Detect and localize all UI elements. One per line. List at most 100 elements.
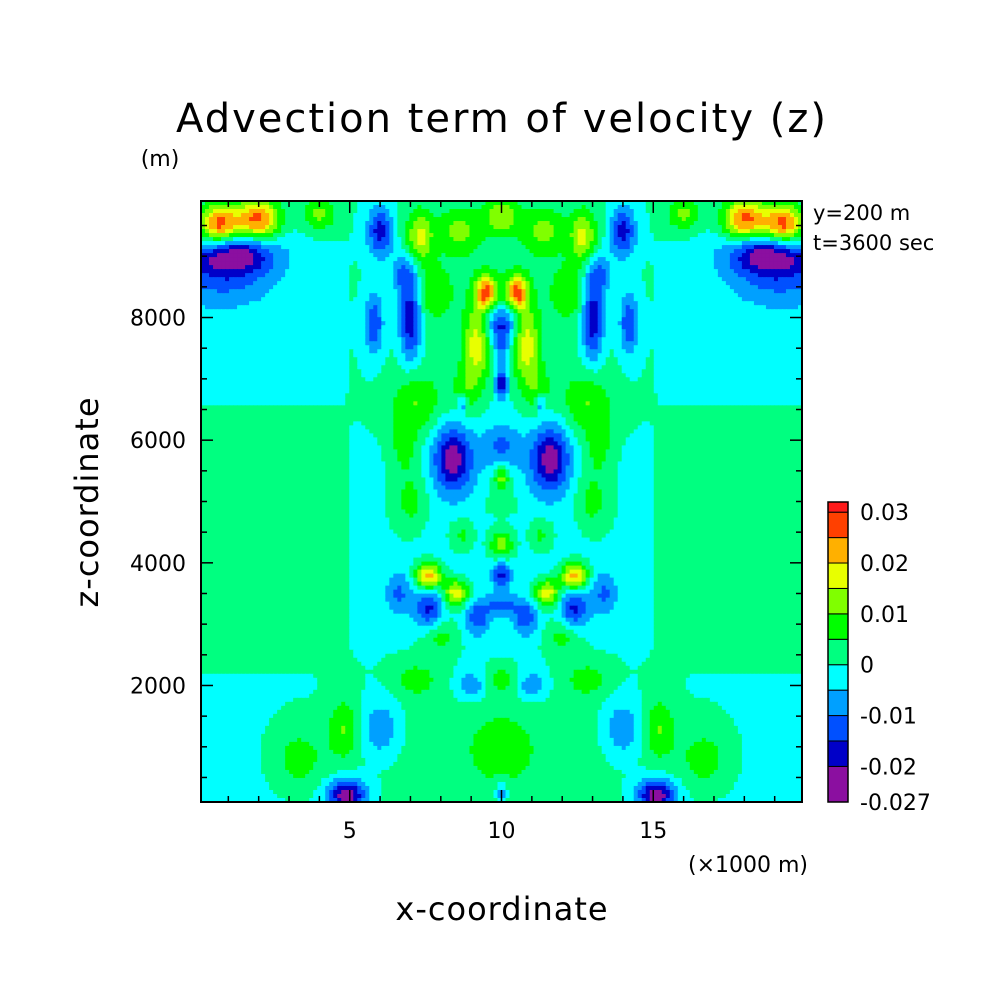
heatmap-cell — [229, 209, 234, 214]
heatmap-cell — [513, 253, 519, 258]
heatmap-cell — [633, 293, 639, 298]
heatmap-cell — [777, 249, 783, 254]
heatmap-cell — [741, 301, 747, 306]
heatmap-cell — [765, 321, 771, 326]
heatmap-cell — [465, 249, 471, 254]
heatmap-cell — [501, 201, 507, 206]
heatmap-cell — [453, 237, 459, 242]
heatmap-cell — [505, 209, 511, 214]
heatmap-cell — [349, 317, 354, 322]
heatmap-cell — [281, 289, 286, 294]
heatmap-cell — [665, 277, 671, 282]
heatmap-cell — [309, 281, 314, 286]
heatmap-cell — [573, 229, 579, 234]
heatmap-cell — [305, 281, 310, 286]
heatmap-cell — [705, 233, 711, 238]
heatmap-cell — [569, 313, 575, 318]
heatmap-cell — [257, 213, 262, 218]
heatmap-cell — [465, 321, 471, 326]
heatmap-cell — [753, 257, 759, 262]
heatmap-cell — [549, 273, 555, 278]
heatmap-cell — [425, 213, 430, 218]
heatmap-cell — [689, 321, 695, 326]
heatmap-cell — [313, 313, 318, 318]
heatmap-cell — [553, 261, 559, 266]
heatmap-cell — [453, 321, 459, 326]
heatmap-cell — [441, 205, 447, 210]
heatmap-cell — [649, 225, 655, 230]
heatmap-cell — [461, 237, 467, 242]
heatmap-cell — [369, 269, 374, 274]
heatmap-cell — [765, 249, 771, 254]
heatmap-cell — [385, 237, 390, 242]
heatmap-cell — [221, 309, 226, 314]
heatmap-cell — [741, 321, 747, 326]
heatmap-cell — [233, 285, 238, 290]
heatmap-cell — [597, 217, 603, 222]
heatmap-cell — [753, 269, 759, 274]
heatmap-cell — [233, 201, 238, 206]
heatmap-cell — [585, 309, 591, 314]
heatmap-cell — [349, 233, 354, 238]
heatmap-cell — [465, 277, 471, 282]
heatmap-cell — [677, 265, 683, 270]
heatmap-cell — [445, 221, 451, 226]
heatmap-cell — [621, 321, 627, 326]
heatmap-cell — [777, 309, 783, 314]
heatmap-cell — [505, 277, 511, 282]
heatmap-cell — [717, 269, 723, 274]
heatmap-cell — [509, 269, 515, 274]
heatmap-cell — [437, 213, 442, 218]
heatmap-cell — [569, 321, 575, 326]
heatmap-cell — [533, 249, 539, 254]
heatmap-cell — [325, 285, 330, 290]
heatmap-cell — [717, 273, 723, 278]
heatmap-cell — [753, 313, 759, 318]
heatmap-cell — [249, 253, 254, 258]
heatmap-cell — [769, 257, 775, 262]
heatmap-cell — [489, 237, 495, 242]
heatmap-cell — [225, 281, 230, 286]
heatmap-cell — [365, 289, 370, 294]
heatmap-cell — [429, 213, 434, 218]
heatmap-cell — [537, 221, 543, 226]
heatmap-cell — [685, 293, 691, 298]
heatmap-cell — [405, 325, 410, 330]
heatmap-cell — [661, 221, 667, 226]
heatmap-cell — [389, 241, 394, 246]
heatmap-cell — [545, 241, 551, 246]
heatmap-cell — [789, 277, 795, 282]
heatmap-cell — [381, 273, 386, 278]
heatmap-cell — [449, 305, 455, 310]
heatmap-cell — [485, 293, 491, 298]
heatmap-cell — [725, 225, 731, 230]
heatmap-cell — [765, 313, 771, 318]
heatmap-cell — [333, 305, 338, 310]
heatmap-cell — [413, 233, 418, 238]
heatmap-cell — [565, 293, 571, 298]
heatmap-cell — [541, 229, 547, 234]
heatmap-cell — [653, 241, 659, 246]
heatmap-cell — [493, 233, 499, 238]
heatmap-cell — [797, 329, 803, 334]
heatmap-cell — [305, 225, 310, 230]
heatmap-cell — [601, 285, 607, 290]
heatmap-cell — [789, 265, 795, 270]
heatmap-cell — [221, 217, 226, 222]
heatmap-cell — [453, 253, 459, 258]
heatmap-cell — [285, 325, 290, 330]
heatmap-cell — [245, 265, 250, 270]
heatmap-cell — [757, 257, 763, 262]
heatmap-cell — [569, 241, 575, 246]
heatmap-cell — [273, 269, 278, 274]
heatmap-cell — [261, 241, 266, 246]
heatmap-cell — [365, 209, 370, 214]
heatmap-cell — [477, 301, 483, 306]
heatmap-cell — [529, 225, 535, 230]
heatmap-cell — [761, 261, 767, 266]
heatmap-cell — [649, 285, 655, 290]
heatmap-cell — [653, 253, 659, 258]
heatmap-cell — [393, 229, 398, 234]
heatmap-cell — [537, 205, 543, 210]
heatmap-cell — [353, 233, 358, 238]
